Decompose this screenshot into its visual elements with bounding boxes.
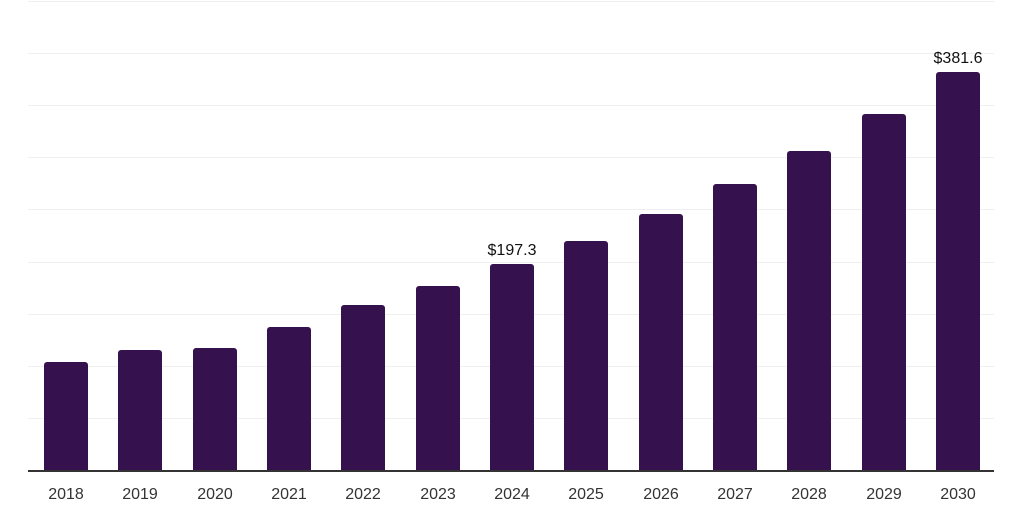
x-tick-label-2021: 2021	[271, 486, 307, 503]
x-tick-label-2019: 2019	[122, 486, 158, 503]
bar-2027	[713, 184, 757, 470]
data-label-2024: $197.3	[487, 242, 537, 259]
x-tick-label-2028: 2028	[791, 486, 827, 503]
bar-2024	[490, 264, 534, 470]
gridline-y-300	[28, 157, 994, 158]
data-label-2030: $381.6	[933, 50, 983, 67]
gridline-y-400	[28, 53, 994, 54]
bar-2020	[193, 348, 237, 470]
gridline-y-450	[28, 1, 994, 2]
bar-2019	[118, 350, 162, 470]
bar-2030	[936, 72, 980, 470]
x-tick-label-2022: 2022	[345, 486, 381, 503]
x-tick-label-2027: 2027	[717, 486, 753, 503]
x-tick-label-2029: 2029	[866, 486, 902, 503]
bar-2018	[44, 362, 88, 470]
gridline-y-350	[28, 105, 994, 106]
x-axis-line	[28, 470, 994, 472]
bar-2028	[787, 151, 831, 470]
x-tick-label-2023: 2023	[420, 486, 456, 503]
x-tick-label-2018: 2018	[48, 486, 84, 503]
bar-2021	[267, 327, 311, 470]
x-tick-label-2024: 2024	[494, 486, 530, 503]
x-tick-label-2030: 2030	[940, 486, 976, 503]
x-tick-label-2026: 2026	[643, 486, 679, 503]
x-tick-label-2025: 2025	[568, 486, 604, 503]
bar-2026	[639, 214, 683, 470]
x-tick-label-2020: 2020	[197, 486, 233, 503]
bar-2025	[564, 241, 608, 470]
gridline-y-250	[28, 209, 994, 210]
bar-2022	[341, 305, 385, 470]
bar-2023	[416, 286, 460, 470]
bar-2029	[862, 114, 906, 470]
gridline-y-200	[28, 262, 994, 263]
